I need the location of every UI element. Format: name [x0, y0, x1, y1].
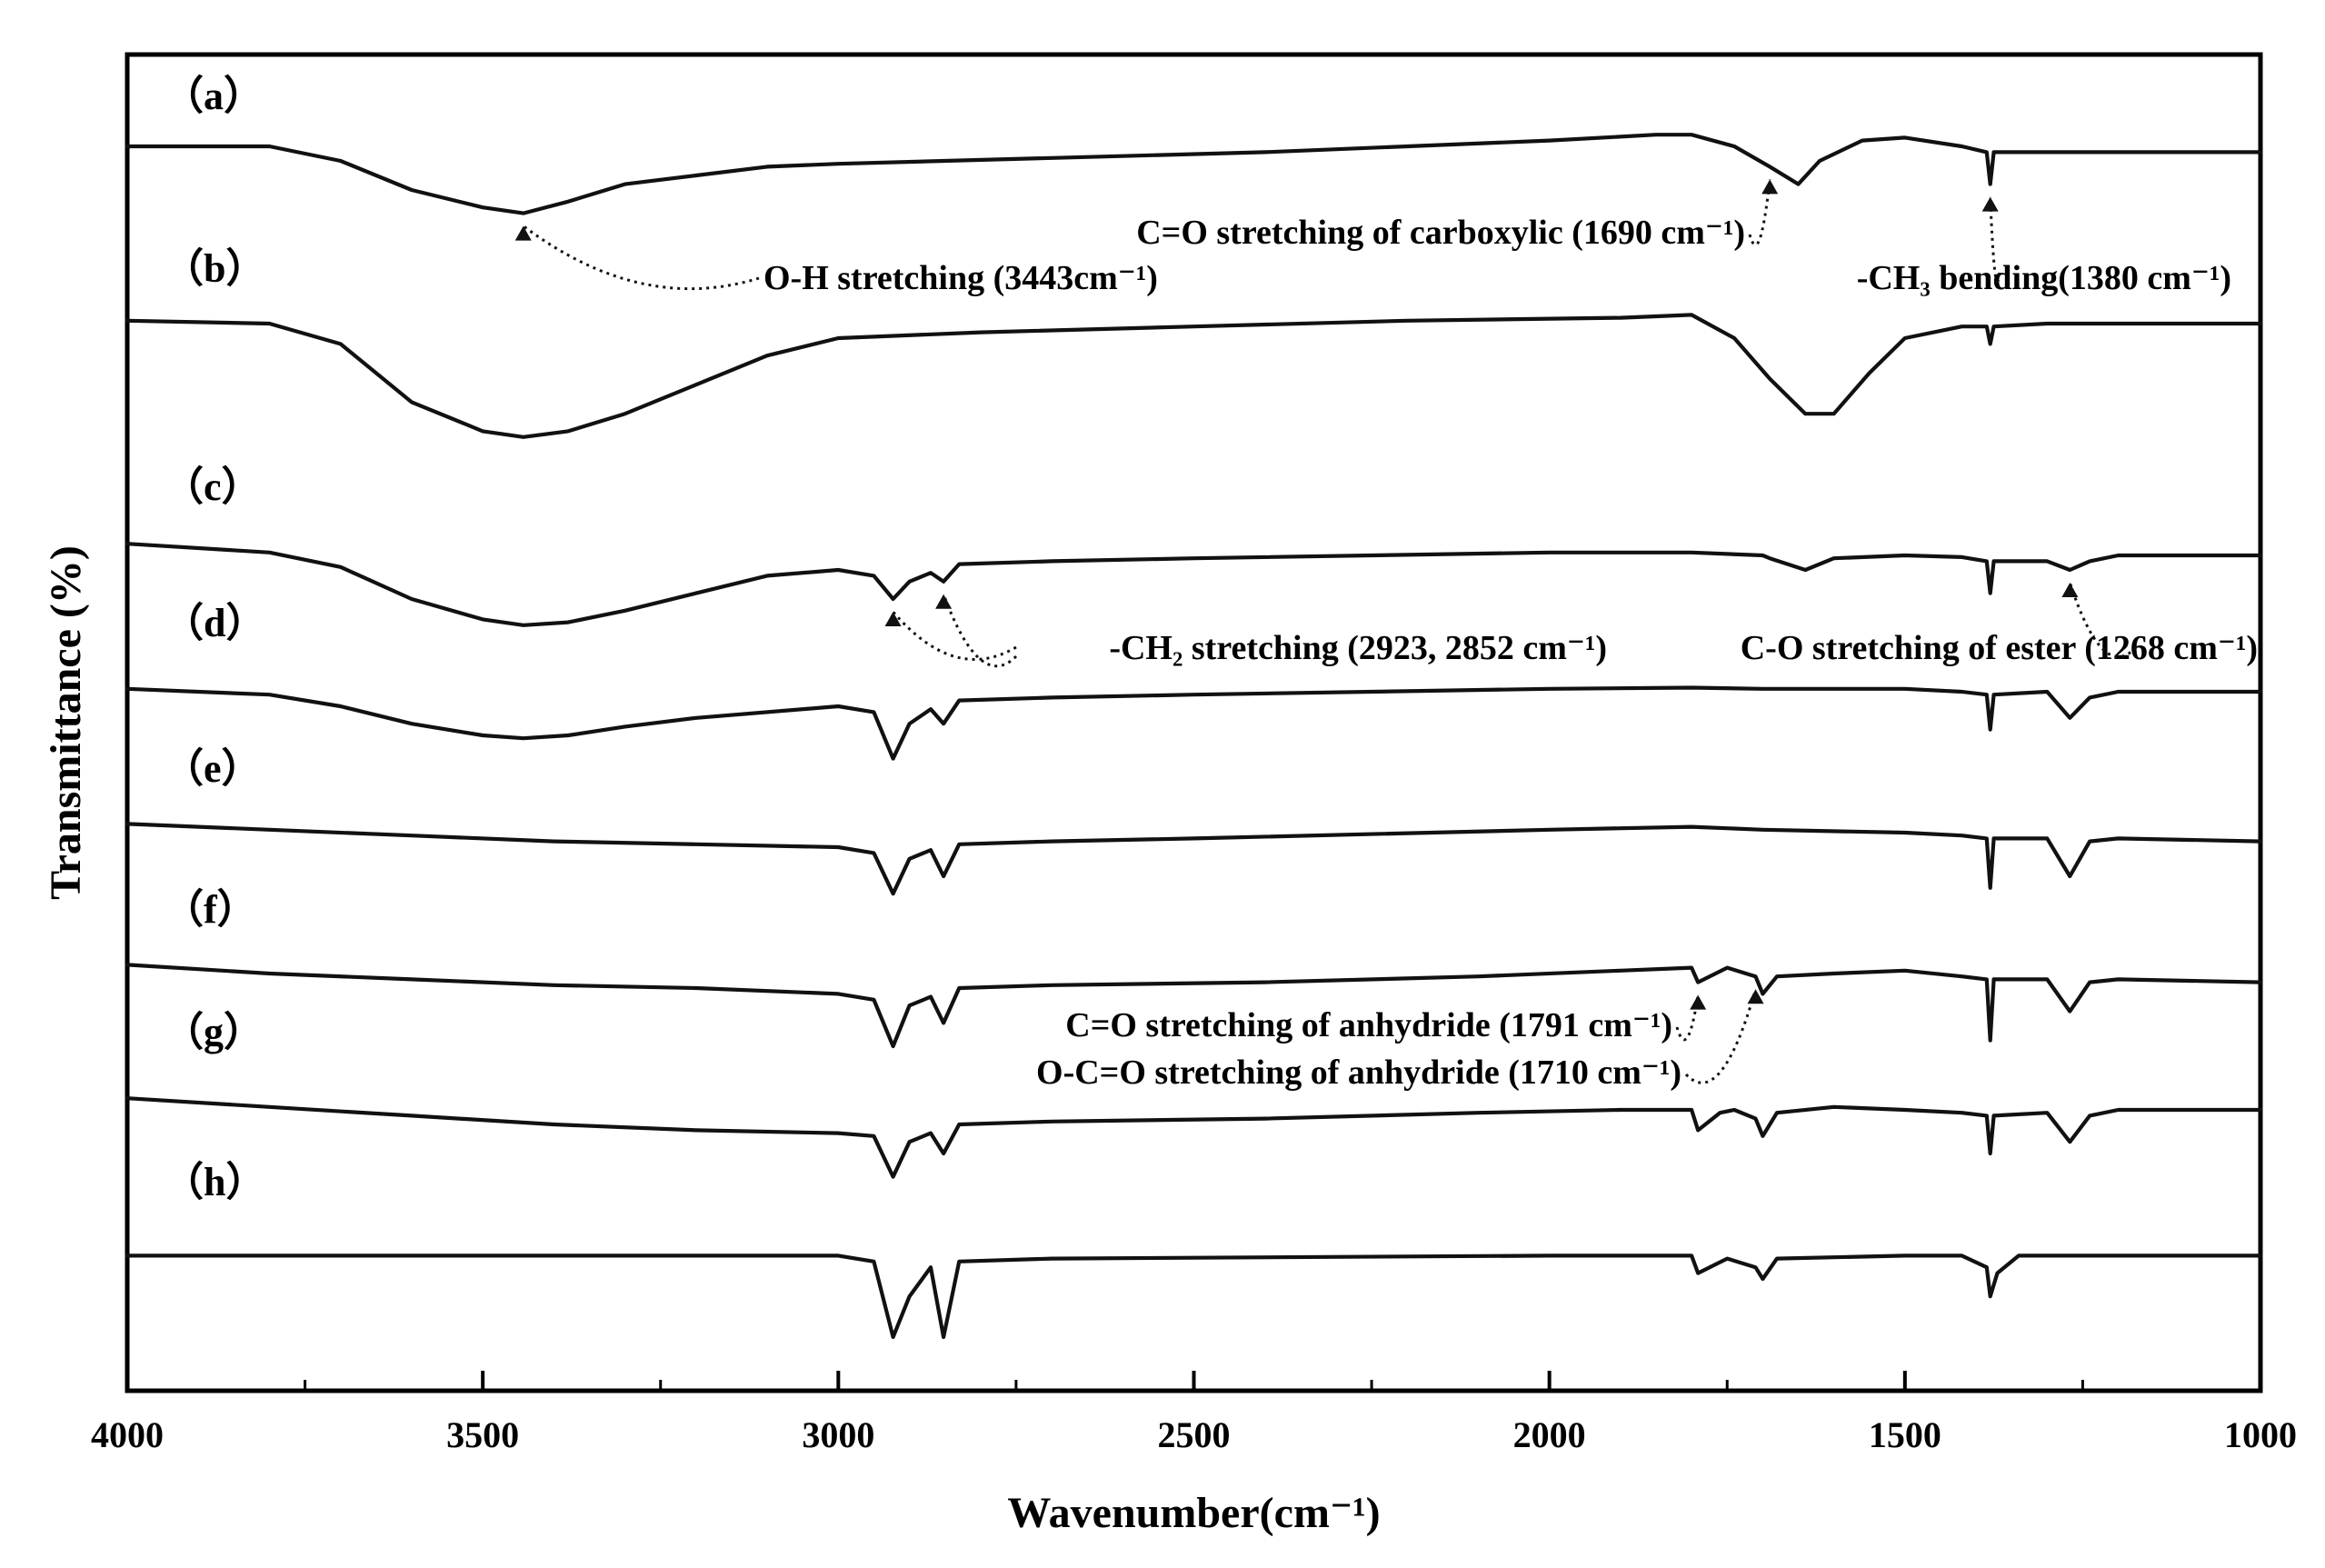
series-line-a: [125, 133, 2263, 215]
x-tick-label: 3500: [446, 1414, 519, 1455]
series-line-b: [125, 313, 2263, 439]
x-tick-label: 4000: [91, 1414, 164, 1455]
annotation-arrowhead: [514, 225, 532, 241]
series-label-a: （a）: [164, 74, 264, 118]
annotation-arrow: [892, 611, 1017, 661]
series-line-g: [125, 1096, 2263, 1179]
annotation-label: C-O stretching of ester (1268 cm⁻¹): [1741, 629, 2258, 667]
series-label-d: （d）: [164, 601, 265, 645]
series-label-g: （g）: [164, 1010, 264, 1054]
y-axis-label: Transmittance (%): [42, 545, 90, 900]
annotation-arrowhead: [884, 612, 902, 626]
x-tick-label: 1500: [1869, 1414, 1941, 1455]
annotation-arrow: [2068, 582, 2138, 658]
x-tick-label: 2000: [1513, 1414, 1586, 1455]
annotation-arrowhead: [1690, 994, 1707, 1010]
annotation-label: -CH₂ stretching (2923, 2852 cm⁻¹): [1109, 629, 1607, 667]
plot-frame: [125, 52, 2263, 1393]
x-axis-label: Wavenumber(cm⁻¹): [1007, 1489, 1380, 1537]
annotation-label: C=O stretching of carboxylic (1690 cm⁻¹): [1136, 214, 1745, 252]
annotation-arrowhead: [2061, 583, 2079, 597]
annotation-arrowhead: [1747, 989, 1764, 1004]
series-line-d: [125, 685, 2263, 761]
annotation-arrow: [1684, 988, 1757, 1084]
x-tick-label: 3000: [802, 1414, 874, 1455]
annotation-arrowhead: [935, 594, 953, 609]
annotation-arrow: [942, 594, 1018, 668]
series-label-c: （c）: [164, 464, 262, 509]
annotation-arrow: [522, 225, 760, 291]
x-tick-label: 2500: [1158, 1414, 1231, 1455]
annotation-label: C=O stretching of anhydride (1791 cm⁻¹): [1065, 1006, 1672, 1044]
x-tick-label: 1000: [2224, 1414, 2297, 1455]
series-line-c: [125, 542, 2263, 627]
series-label-h: （h）: [164, 1160, 265, 1204]
series-label-f: （f）: [164, 887, 257, 932]
series-label-b: （b）: [164, 246, 265, 291]
annotation-arrowhead: [1761, 179, 1779, 195]
annotation-label: -CH₃ bending(1380 cm⁻¹): [1857, 259, 2231, 297]
series-label-e: （e）: [164, 746, 262, 791]
series-line-f: [125, 963, 2263, 1049]
annotation-label: O-H stretching (3443cm⁻¹): [763, 259, 1158, 297]
annotation-label: O-C=O stretching of anhydride (1710 cm⁻¹…: [1036, 1054, 1681, 1092]
series-line-e: [125, 822, 2263, 896]
annotation-arrowhead: [1981, 196, 1999, 212]
series-line-h: [125, 1253, 2263, 1340]
